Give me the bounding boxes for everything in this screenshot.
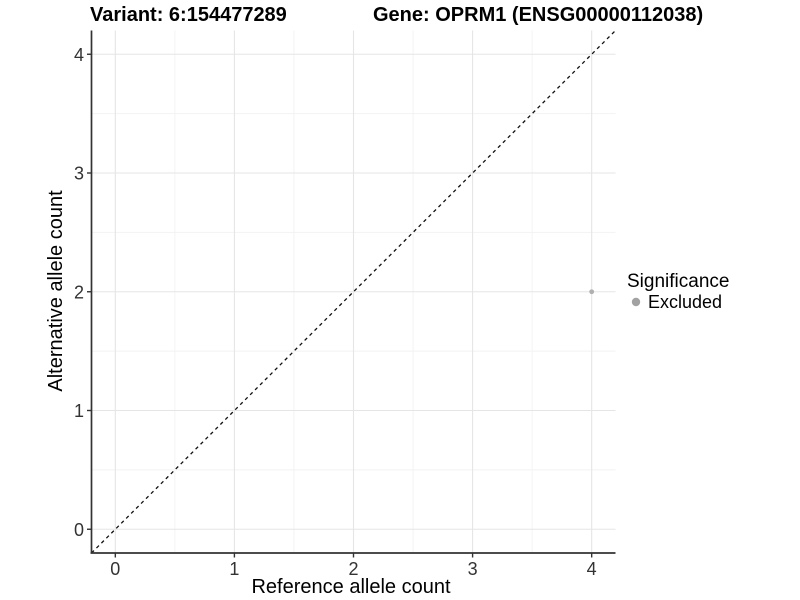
legend: Significance Excluded [627, 271, 729, 312]
y-tick-label: 1 [74, 401, 84, 421]
data-point [589, 289, 595, 295]
x-tick-labels: 0 1 2 3 4 [110, 559, 596, 579]
y-tick-label: 0 [74, 520, 84, 540]
legend-key-dot [631, 297, 641, 307]
gridlines-major [91, 30, 616, 553]
legend-entries: Excluded [631, 292, 722, 312]
y-tick-label: 3 [74, 164, 84, 184]
identity-line [91, 30, 616, 554]
data-points [589, 289, 595, 295]
x-tick-label: 4 [587, 559, 597, 579]
y-tick-label: 4 [74, 45, 84, 65]
y-tick-label: 2 [74, 282, 84, 302]
legend-label: Excluded [648, 292, 722, 312]
x-axis-label: Reference allele count [251, 576, 450, 598]
x-tick-label: 3 [468, 559, 478, 579]
plot-title-gene: Gene: OPRM1 (ENSG00000112038) [373, 4, 703, 26]
x-tick-label: 1 [229, 559, 239, 579]
plot-title-variant: Variant: 6:154477289 [90, 4, 287, 26]
x-tick-label: 2 [348, 559, 358, 579]
y-axis-label: Alternative allele count [45, 190, 67, 392]
tick-marks [87, 53, 593, 558]
legend-title: Significance [627, 271, 729, 292]
x-tick-label: 0 [110, 559, 120, 579]
y-tick-labels: 0 1 2 3 4 [74, 45, 84, 540]
